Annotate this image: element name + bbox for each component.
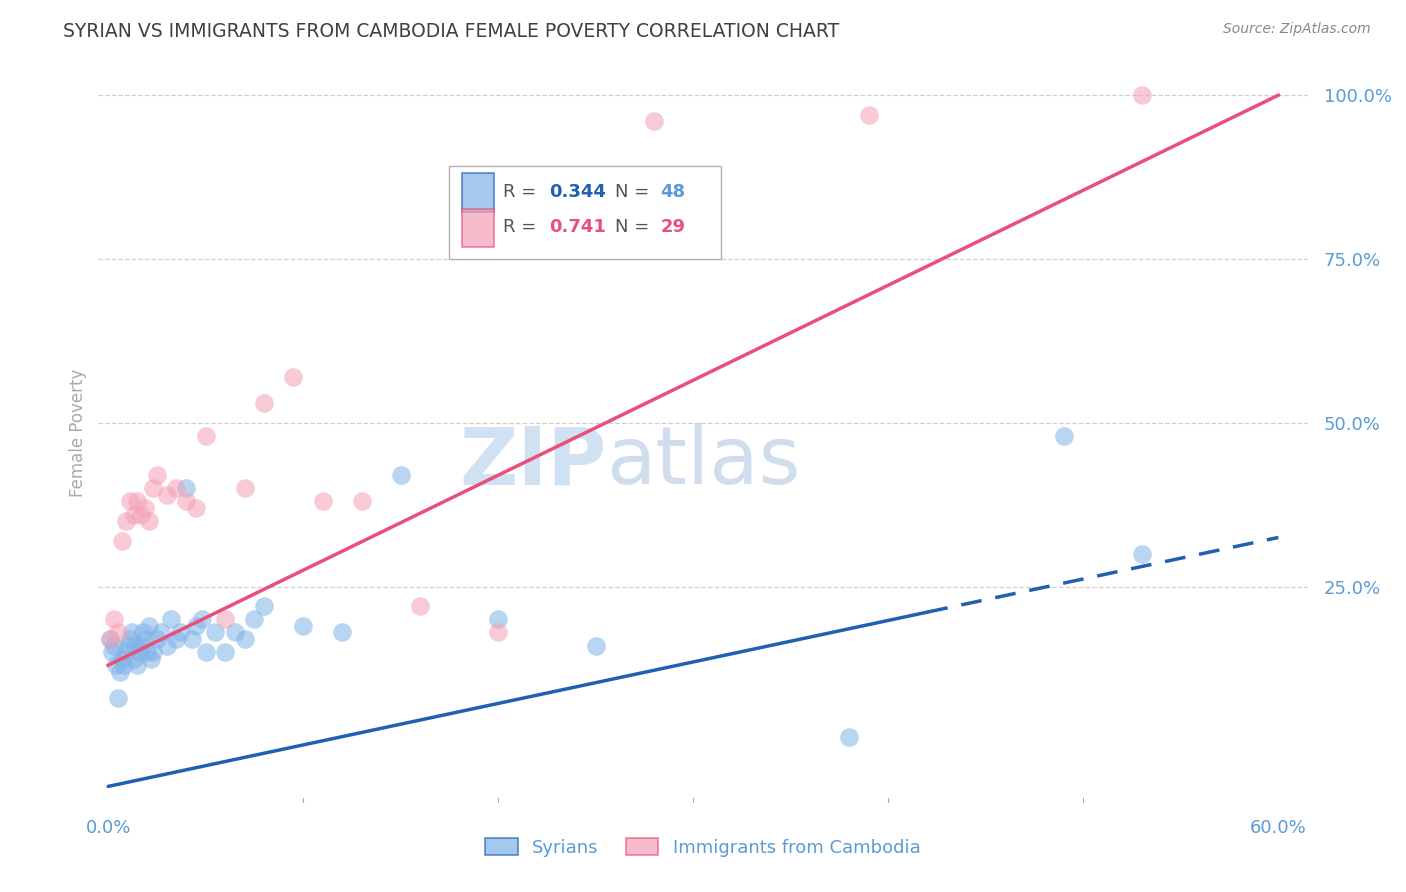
Point [184,619,207,633]
Point [121,625,143,640]
Text: R =: R = [503,183,543,201]
Legend: Syrians, Immigrants from Cambodia: Syrians, Immigrants from Cambodia [478,830,928,864]
Text: atlas: atlas [606,423,800,501]
Point [224,625,246,640]
Point [585,639,607,653]
Point [127,494,149,508]
Point [194,429,217,443]
Point [131,508,153,522]
Point [330,625,353,640]
Point [191,612,214,626]
Point [118,494,141,508]
Point [486,612,509,626]
Text: ZIP: ZIP [458,423,606,501]
Point [156,488,179,502]
Point [283,370,305,384]
Point [204,625,226,640]
Point [142,645,165,659]
Point [409,599,432,614]
Point [134,500,156,515]
Point [108,665,131,679]
Point [214,645,236,659]
Point [118,632,141,646]
Point [117,639,139,653]
Point [114,645,136,659]
Text: 0.741: 0.741 [550,219,606,236]
Point [643,114,665,128]
Point [174,494,197,508]
Point [233,632,256,646]
Point [233,481,256,495]
Point [253,396,276,410]
Point [122,651,145,665]
Text: 0.344: 0.344 [550,183,606,201]
Point [838,731,860,745]
Point [149,625,172,640]
Point [134,632,156,646]
Point [292,619,315,633]
Point [858,108,880,122]
Point [111,651,134,665]
Point [114,514,136,528]
Point [253,599,276,614]
Point [132,625,155,640]
Point [486,625,509,640]
Point [165,481,187,495]
Text: N =: N = [614,219,655,236]
Text: SYRIAN VS IMMIGRANTS FROM CAMBODIA FEMALE POVERTY CORRELATION CHART: SYRIAN VS IMMIGRANTS FROM CAMBODIA FEMAL… [63,22,839,41]
Point [139,651,162,665]
Point [312,494,335,508]
Point [107,625,129,640]
Point [98,632,121,646]
Point [169,625,191,640]
Point [101,645,124,659]
Point [165,632,187,646]
Point [159,612,181,626]
Point [146,468,169,483]
Point [146,632,169,646]
Point [138,514,160,528]
Point [136,645,159,659]
Point [184,500,207,515]
Point [243,612,266,626]
FancyBboxPatch shape [463,173,494,211]
Text: N =: N = [614,183,655,201]
Point [194,645,217,659]
Point [214,612,236,626]
Point [122,508,145,522]
Point [1053,429,1076,443]
Point [1130,547,1153,561]
Point [174,481,197,495]
Point [142,481,165,495]
Point [112,658,135,673]
Point [107,690,129,705]
Point [124,639,146,653]
Point [181,632,204,646]
Point [389,468,412,483]
Point [103,639,125,653]
Point [1130,88,1153,103]
Y-axis label: Female Poverty: Female Poverty [69,368,87,497]
Text: 48: 48 [661,183,686,201]
Point [131,639,153,653]
FancyBboxPatch shape [463,209,494,247]
Text: Source: ZipAtlas.com: Source: ZipAtlas.com [1223,22,1371,37]
FancyBboxPatch shape [449,166,721,259]
Point [98,632,121,646]
Point [350,494,373,508]
Point [138,619,160,633]
Text: 29: 29 [661,219,686,236]
Point [156,639,179,653]
Point [128,645,150,659]
Point [103,612,125,626]
Text: R =: R = [503,219,543,236]
Point [111,533,134,548]
Point [127,658,149,673]
Point [104,658,127,673]
